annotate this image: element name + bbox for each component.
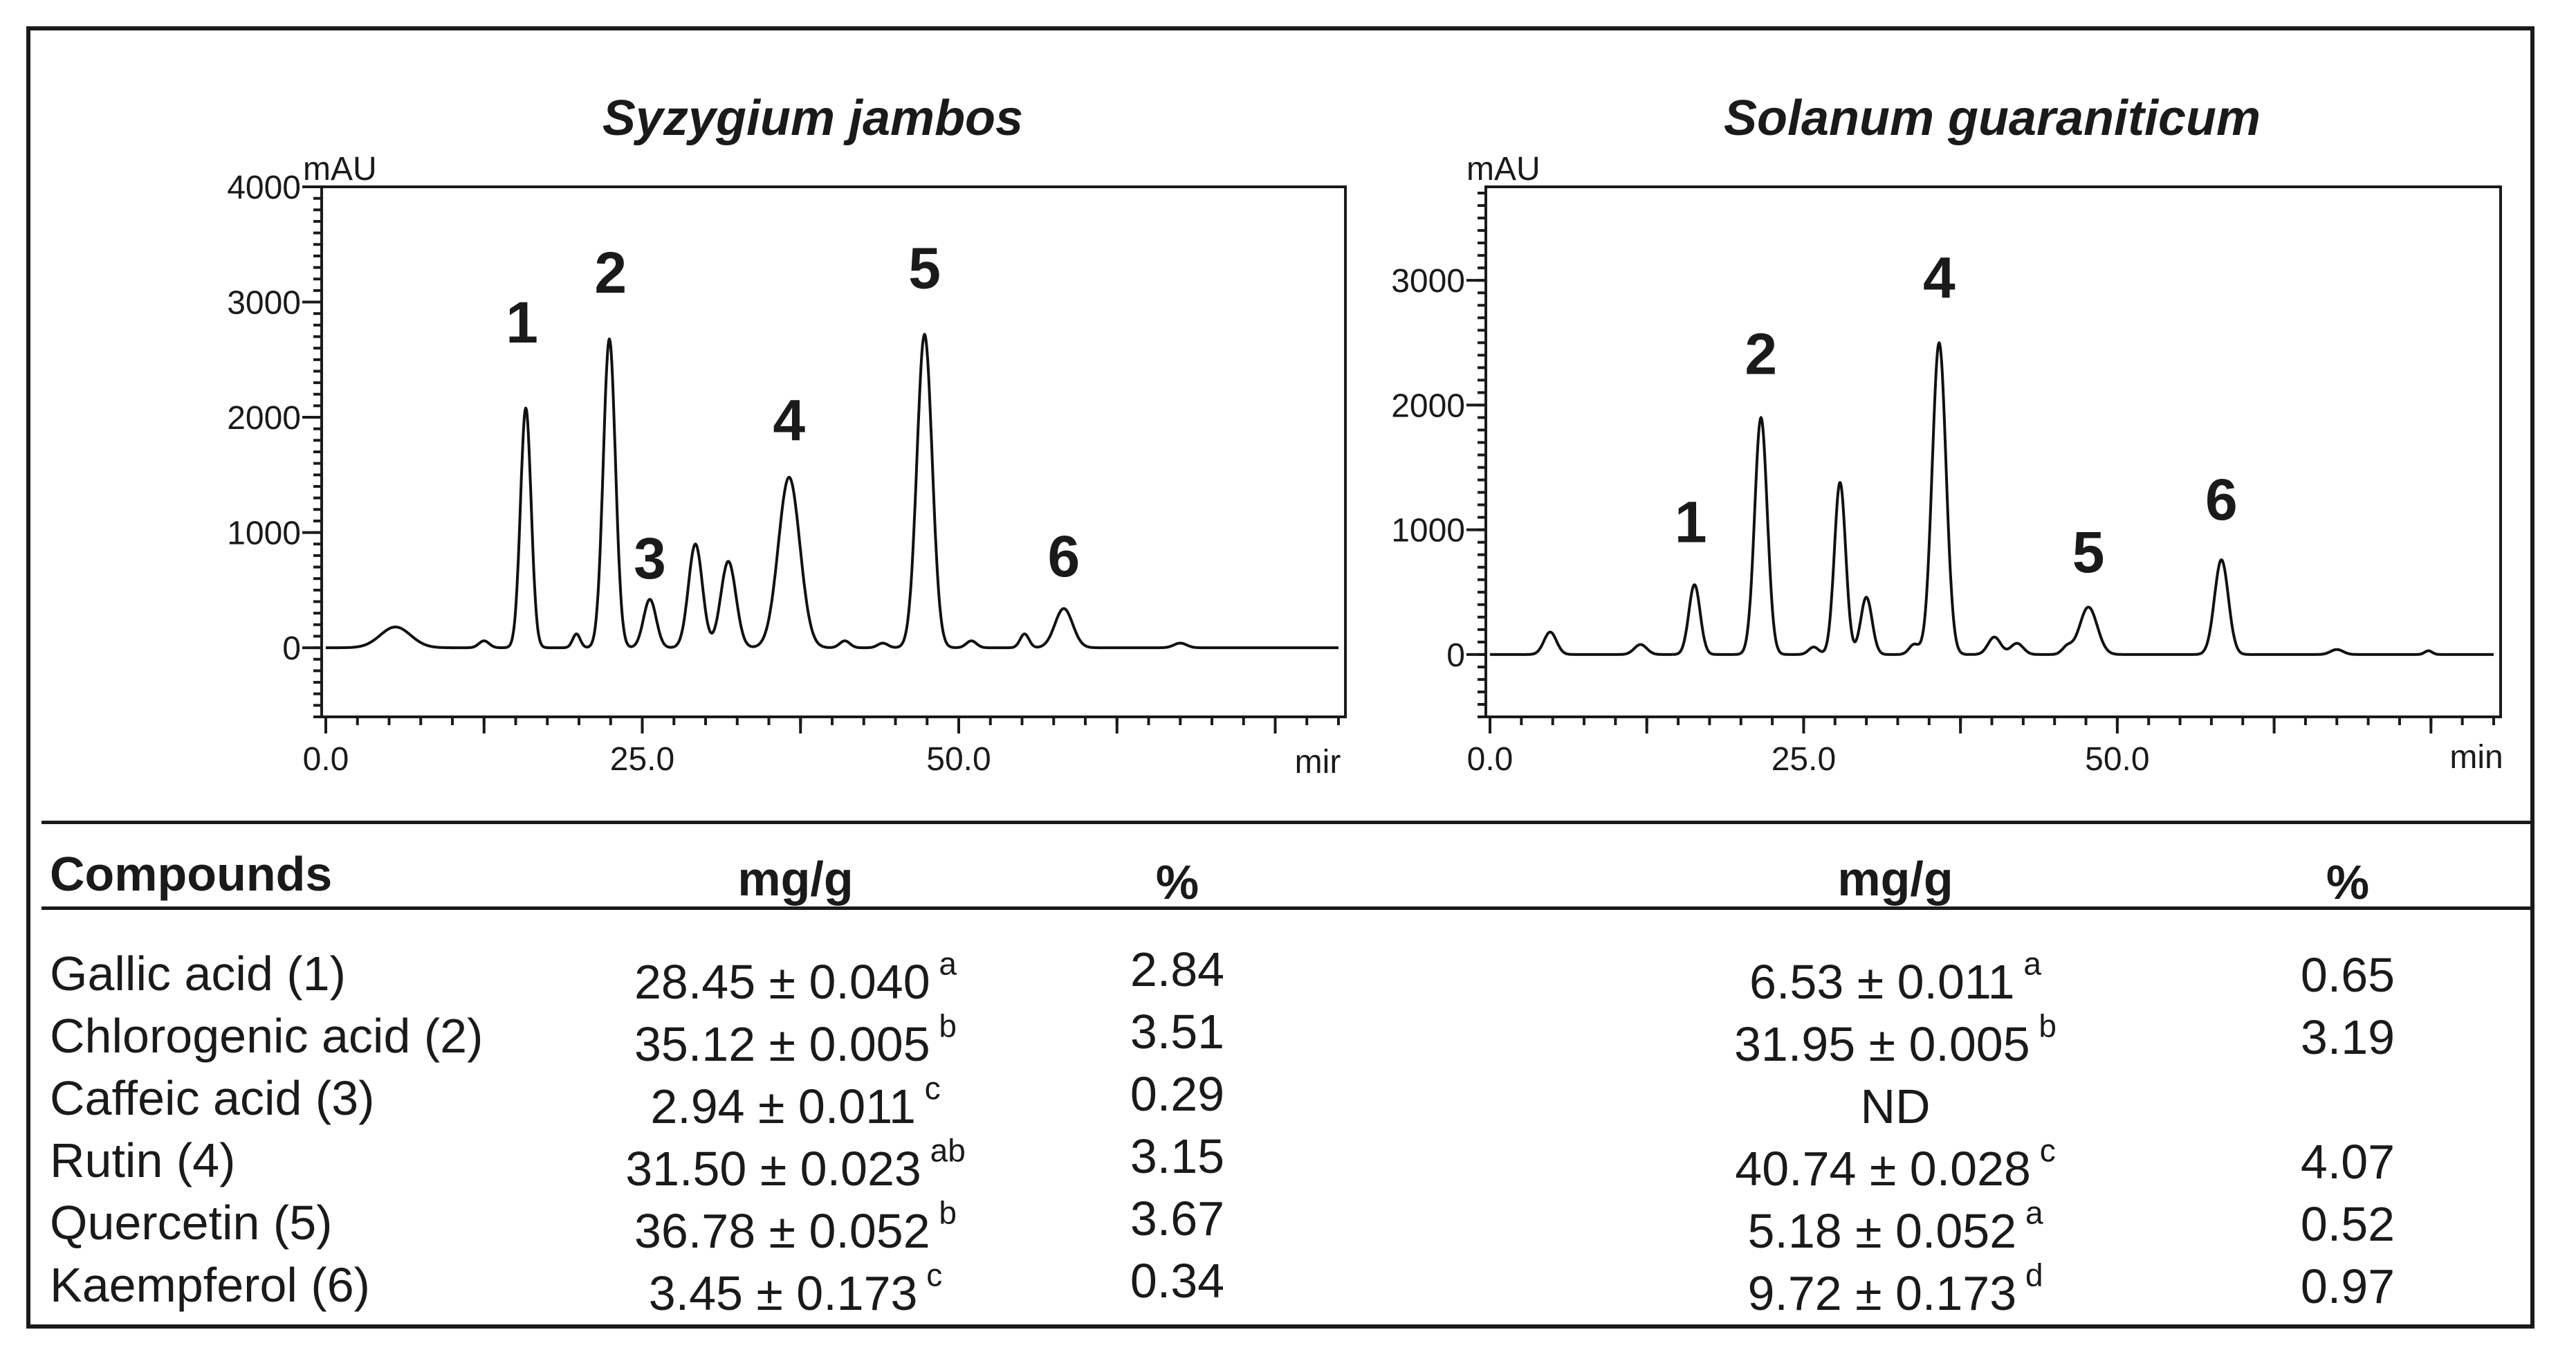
x-tick-label: 50.0	[926, 741, 991, 778]
chromatogram-trace	[1489, 341, 2495, 656]
sj-percent: 3.67	[1130, 1192, 1225, 1246]
significance-letter: a	[2016, 1194, 2043, 1231]
header-mg-left: mg/g	[737, 852, 854, 906]
sg-percent: 0.65	[2300, 948, 2395, 1002]
chart-title: Solanum guaraniticum	[1724, 91, 2261, 146]
table-top-rule	[42, 821, 2534, 824]
header-pct-left: %	[1155, 855, 1199, 909]
peak-label-4: 4	[1923, 245, 1956, 310]
significance-letter: c	[915, 1070, 941, 1106]
x-tick-label: 0.0	[1467, 741, 1514, 778]
figure-frame	[26, 26, 2534, 1329]
compound-name: Caffeic acid (3)	[50, 1071, 375, 1125]
sj-percent: 3.51	[1130, 1005, 1225, 1059]
sj-percent: 3.15	[1130, 1129, 1225, 1183]
peak-label-1: 1	[506, 290, 538, 355]
y-tick-label: 2000	[227, 400, 301, 437]
significance-letter: a	[2014, 945, 2041, 982]
sg-value: 31.95 ± 0.005 b	[1733, 1007, 2057, 1071]
compound-name: Rutin (4)	[50, 1133, 236, 1187]
peak-label-4: 4	[773, 387, 805, 453]
header-pct-right: %	[2326, 855, 2370, 909]
compound-name: Chlorogenic acid (2)	[50, 1009, 484, 1063]
y-unit-label: mAU	[303, 151, 377, 188]
significance-letter: c	[917, 1257, 943, 1293]
sg-value: 5.18 ± 0.052 a	[1747, 1194, 2043, 1258]
sj-value: 3.45 ± 0.173 c	[648, 1257, 943, 1320]
y-tick-label: 3000	[1391, 263, 1465, 300]
compound-name: Kaempferol (6)	[50, 1258, 370, 1312]
y-tick-label: 2000	[1391, 387, 1465, 424]
compound-name: Gallic acid (1)	[50, 947, 346, 1001]
sj-value: 28.45 ± 0.040 a	[634, 945, 957, 1009]
y-tick-label: 0	[1446, 637, 1465, 674]
sg-value: 6.53 ± 0.011 a	[1749, 945, 2041, 1009]
compound-name: Quercetin (5)	[50, 1196, 333, 1250]
y-unit-label: mAU	[1466, 151, 1540, 188]
chart-2: Solanum guaraniticum mAU 0 1000 2000 3000 0.0 2…	[1391, 91, 2503, 778]
x-tick-label: 25.0	[610, 741, 674, 778]
significance-letter: d	[2016, 1257, 2043, 1293]
peak-label-6: 6	[2205, 467, 2238, 532]
x-unit-label: mir	[1295, 744, 1341, 781]
y-tick-label: 3000	[227, 285, 301, 322]
plot-frame	[320, 185, 1347, 718]
sj-percent: 0.29	[1130, 1067, 1225, 1121]
sg-value: 9.72 ± 0.173 d	[1747, 1257, 2043, 1320]
y-tick-label: 0	[282, 630, 301, 667]
significance-letter: b	[930, 1194, 957, 1231]
sg-percent: 0.52	[2300, 1197, 2395, 1251]
sj-percent: 2.84	[1130, 942, 1225, 996]
x-unit-label: min	[2449, 739, 2503, 776]
y-tick-label: 1000	[1391, 513, 1465, 549]
sj-value: 2.94 ± 0.011 c	[650, 1070, 941, 1133]
header-compounds: Compounds	[50, 847, 333, 901]
sg-value: ND	[1860, 1079, 1931, 1133]
peak-label-2: 2	[594, 240, 627, 305]
peak-label-3: 3	[634, 526, 666, 591]
significance-letter: b	[930, 1007, 957, 1044]
sg-percent: 4.07	[2300, 1135, 2395, 1189]
x-tick-label: 50.0	[2085, 741, 2149, 778]
header-mg-right: mg/g	[1837, 852, 1953, 906]
sg-value: 40.74 ± 0.028 c	[1735, 1132, 2056, 1196]
table-header-rule	[42, 906, 2534, 910]
peak-label-6: 6	[1048, 524, 1080, 589]
sj-value: 31.50 ± 0.023 ab	[625, 1132, 966, 1196]
peak-label-5: 5	[908, 236, 941, 301]
peak-label-1: 1	[1675, 490, 1707, 555]
y-tick-label: 1000	[227, 516, 301, 552]
sg-percent: 3.19	[2300, 1010, 2395, 1064]
sj-percent: 0.34	[1130, 1254, 1225, 1308]
x-tick-label: 25.0	[1772, 741, 1836, 778]
y-tick-label: 4000	[227, 170, 301, 206]
peak-label-5: 5	[2072, 520, 2105, 585]
chart-title: Syzygium jambos	[602, 91, 1023, 146]
significance-letter: c	[2030, 1132, 2056, 1169]
peak-label-2: 2	[1745, 321, 1777, 386]
sj-value: 36.78 ± 0.052 b	[634, 1194, 957, 1258]
significance-letter: a	[930, 945, 957, 982]
significance-letter: ab	[921, 1132, 966, 1169]
significance-letter: b	[2030, 1007, 2057, 1044]
sg-percent: 0.97	[2300, 1259, 2395, 1313]
x-tick-label: 0.0	[303, 741, 349, 778]
chromatogram-trace	[324, 333, 1340, 650]
sj-value: 35.12 ± 0.005 b	[634, 1007, 957, 1071]
